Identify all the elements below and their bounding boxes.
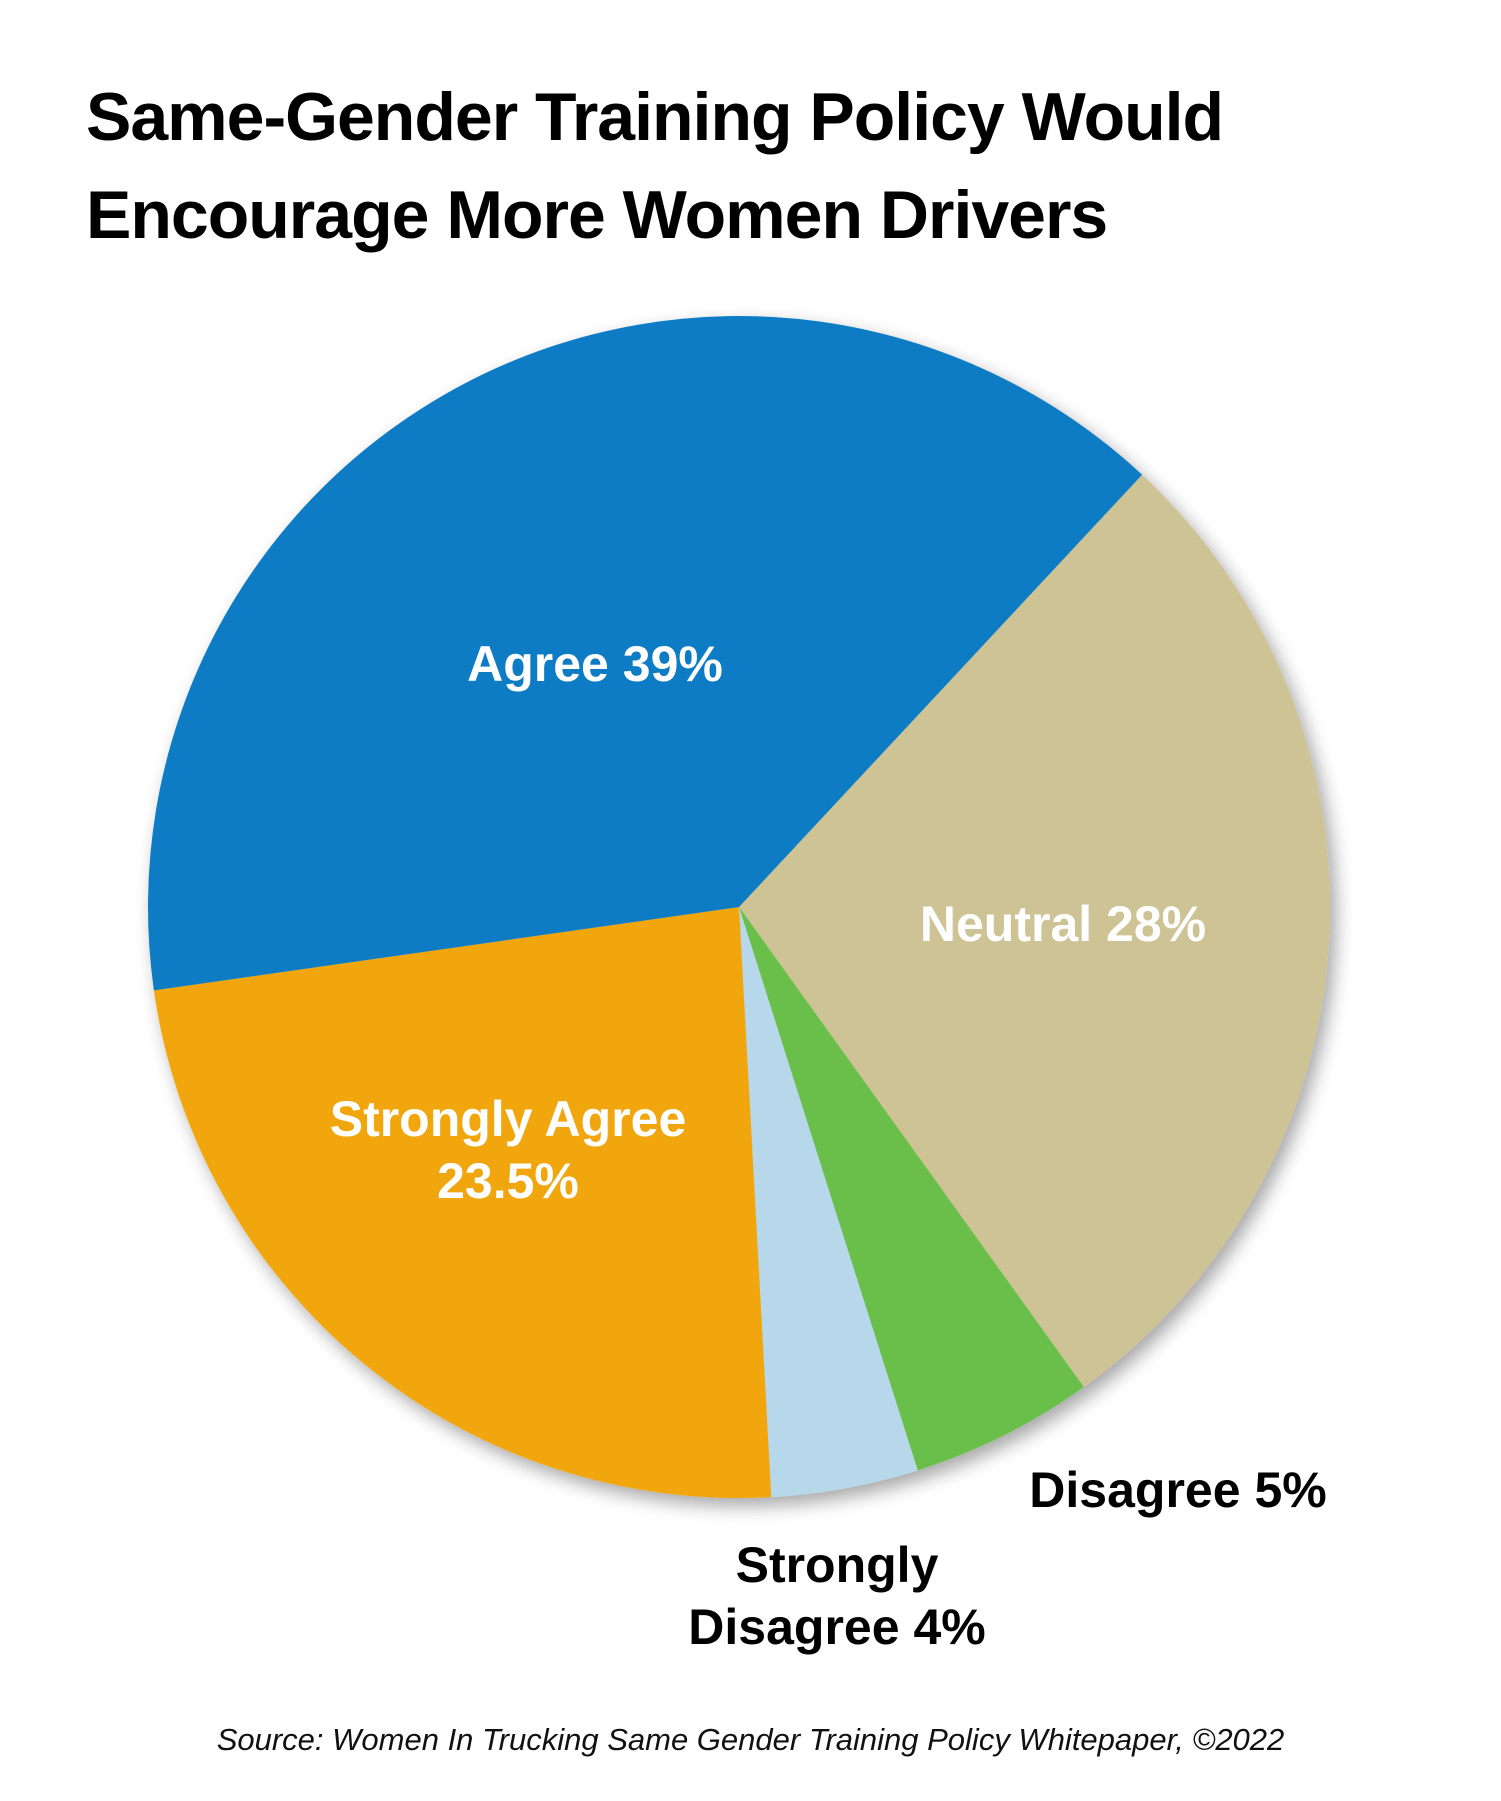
category-label: Agree	[467, 636, 609, 692]
category-label: Strongly Agree	[329, 1091, 687, 1147]
slice-label: Disagree 5%	[928, 1459, 1428, 1521]
slice-label: Neutral 28%	[813, 893, 1313, 955]
pie-slice	[148, 316, 1143, 991]
pie-slice	[739, 474, 1330, 1387]
value-label: 4%	[913, 1599, 986, 1655]
chart-title: Same-Gender Training Policy Would Encour…	[86, 79, 1224, 253]
slices	[148, 316, 1330, 1499]
value-label: 39%	[622, 636, 723, 692]
category-label: Disagree	[1029, 1462, 1241, 1518]
value-label: 23.5%	[437, 1153, 579, 1209]
pie-slice	[153, 907, 772, 1499]
source-note: Source: Women In Trucking Same Gender Tr…	[216, 1722, 1285, 1757]
slice-label: Agree 39%	[345, 633, 845, 695]
category-label: Strongly Disagree	[688, 1537, 939, 1655]
slice-label: Strongly Disagree 4%	[637, 1534, 1037, 1658]
pie-slice	[739, 907, 918, 1498]
value-label: 5%	[1254, 1462, 1327, 1518]
value-label: 28%	[1106, 896, 1207, 952]
pie-slice	[739, 907, 1084, 1471]
slice-label: Strongly Agree 23.5%	[298, 1088, 718, 1212]
category-label: Neutral	[919, 896, 1093, 952]
